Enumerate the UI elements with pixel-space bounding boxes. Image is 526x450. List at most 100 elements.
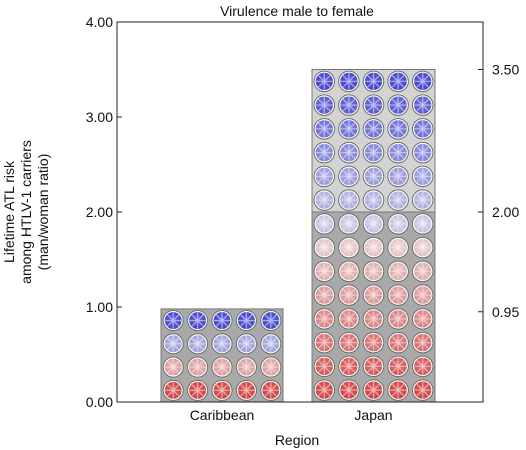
glyph-shade: [364, 191, 383, 209]
glyph-disc: [387, 308, 409, 330]
glyph-disc: [411, 284, 434, 306]
glyph-disc: [313, 165, 336, 188]
glyph-shade: [364, 333, 383, 352]
glyph-shade: [389, 215, 407, 233]
glyph-disc: [338, 70, 360, 93]
y-axis-label-line-1: Lifetime ATL risk: [1, 160, 17, 263]
y-axis-label-line-3: (man/woman ratio): [35, 154, 51, 271]
glyph-disc: [411, 355, 434, 378]
glyph-disc: [338, 260, 360, 283]
glyph-disc: [235, 379, 257, 401]
y-tick-label: 2.00: [86, 204, 113, 220]
glyph-shade: [364, 357, 383, 376]
glyph-shade: [414, 215, 432, 233]
glyph-shade: [340, 72, 358, 91]
glyph-disc: [411, 379, 434, 401]
glyph-shade: [213, 358, 231, 376]
glyph-shade: [213, 312, 231, 329]
glyph-disc: [387, 331, 409, 354]
glyph-shade: [389, 357, 407, 376]
right-tick-label: 0.95: [492, 304, 519, 320]
glyph-shade: [340, 262, 358, 281]
chart-title: Virulence male to female: [220, 3, 374, 19]
glyph-shade: [414, 238, 432, 257]
glyph-shade: [364, 262, 383, 281]
glyph-disc: [387, 260, 409, 283]
glyph-disc: [260, 310, 282, 332]
y-tick-label: 1.00: [86, 299, 113, 315]
glyph-shade: [315, 72, 333, 91]
glyph-disc: [362, 94, 385, 116]
right-tick-label: 2.00: [492, 204, 519, 220]
glyph-disc: [313, 236, 336, 259]
glyph-shade: [315, 262, 333, 281]
glyph-disc: [387, 189, 409, 211]
glyph-shade: [189, 381, 207, 399]
glyph-disc: [362, 236, 385, 259]
glyph-shade: [389, 381, 407, 399]
glyph-shade: [389, 262, 407, 281]
glyph-shade: [315, 191, 333, 209]
glyph-disc: [387, 379, 409, 401]
glyph-shade: [340, 357, 358, 376]
glyph-disc: [187, 310, 209, 332]
glyph-shade: [414, 262, 432, 281]
glyph-shade: [340, 333, 358, 352]
glyph-shade: [364, 72, 383, 91]
glyph-disc: [411, 331, 434, 354]
glyph-disc: [387, 94, 409, 116]
glyph-shade: [315, 357, 333, 376]
right-tick-label: 3.50: [492, 62, 519, 78]
glyph-shade: [414, 191, 432, 209]
glyph-shade: [189, 358, 207, 376]
glyph-shade: [237, 312, 255, 329]
glyph-shade: [164, 358, 182, 376]
glyph-shade: [389, 167, 407, 186]
glyph-disc: [362, 118, 385, 140]
glyph-shade: [340, 215, 358, 233]
glyph-shade: [414, 333, 432, 352]
glyph-shade: [340, 143, 358, 162]
glyph-shade: [315, 238, 333, 257]
glyph-shade: [364, 310, 383, 328]
bar-japan: [311, 69, 436, 403]
glyph-shade: [164, 381, 182, 399]
glyph-shade: [364, 167, 383, 186]
glyph-disc: [338, 213, 360, 235]
glyph-shade: [189, 335, 207, 353]
glyph-shade: [414, 120, 432, 138]
glyph-disc: [411, 94, 434, 116]
glyph-shade: [315, 120, 333, 138]
glyph-disc: [362, 284, 385, 306]
glyph-disc: [338, 379, 360, 401]
glyph-shade: [389, 72, 407, 91]
glyph-disc: [338, 165, 360, 188]
glyph-disc: [313, 94, 336, 116]
glyph-disc: [338, 118, 360, 140]
glyph-disc: [387, 284, 409, 306]
glyph-shade: [389, 120, 407, 138]
glyph-shade: [389, 238, 407, 257]
glyph-shade: [340, 238, 358, 257]
glyph-disc: [387, 70, 409, 93]
glyph-shade: [389, 143, 407, 162]
glyph-disc: [338, 355, 360, 378]
glyph-disc: [387, 165, 409, 188]
glyph-disc: [313, 189, 336, 211]
glyph-shade: [213, 381, 231, 399]
glyph-shade: [414, 72, 432, 91]
glyph-shade: [340, 167, 358, 186]
glyph-shade: [364, 381, 383, 399]
glyph-disc: [162, 356, 184, 378]
y-tick-label: 0.00: [86, 394, 113, 410]
glyph-disc: [260, 356, 282, 378]
glyph-disc: [313, 284, 336, 306]
glyph-disc: [362, 331, 385, 354]
glyph-shade: [315, 96, 333, 114]
glyph-shade: [364, 238, 383, 257]
glyph-disc: [338, 141, 360, 164]
glyph-disc: [313, 118, 336, 140]
glyph-shade: [364, 215, 383, 233]
glyph-disc: [187, 333, 209, 355]
glyph-disc: [338, 284, 360, 306]
